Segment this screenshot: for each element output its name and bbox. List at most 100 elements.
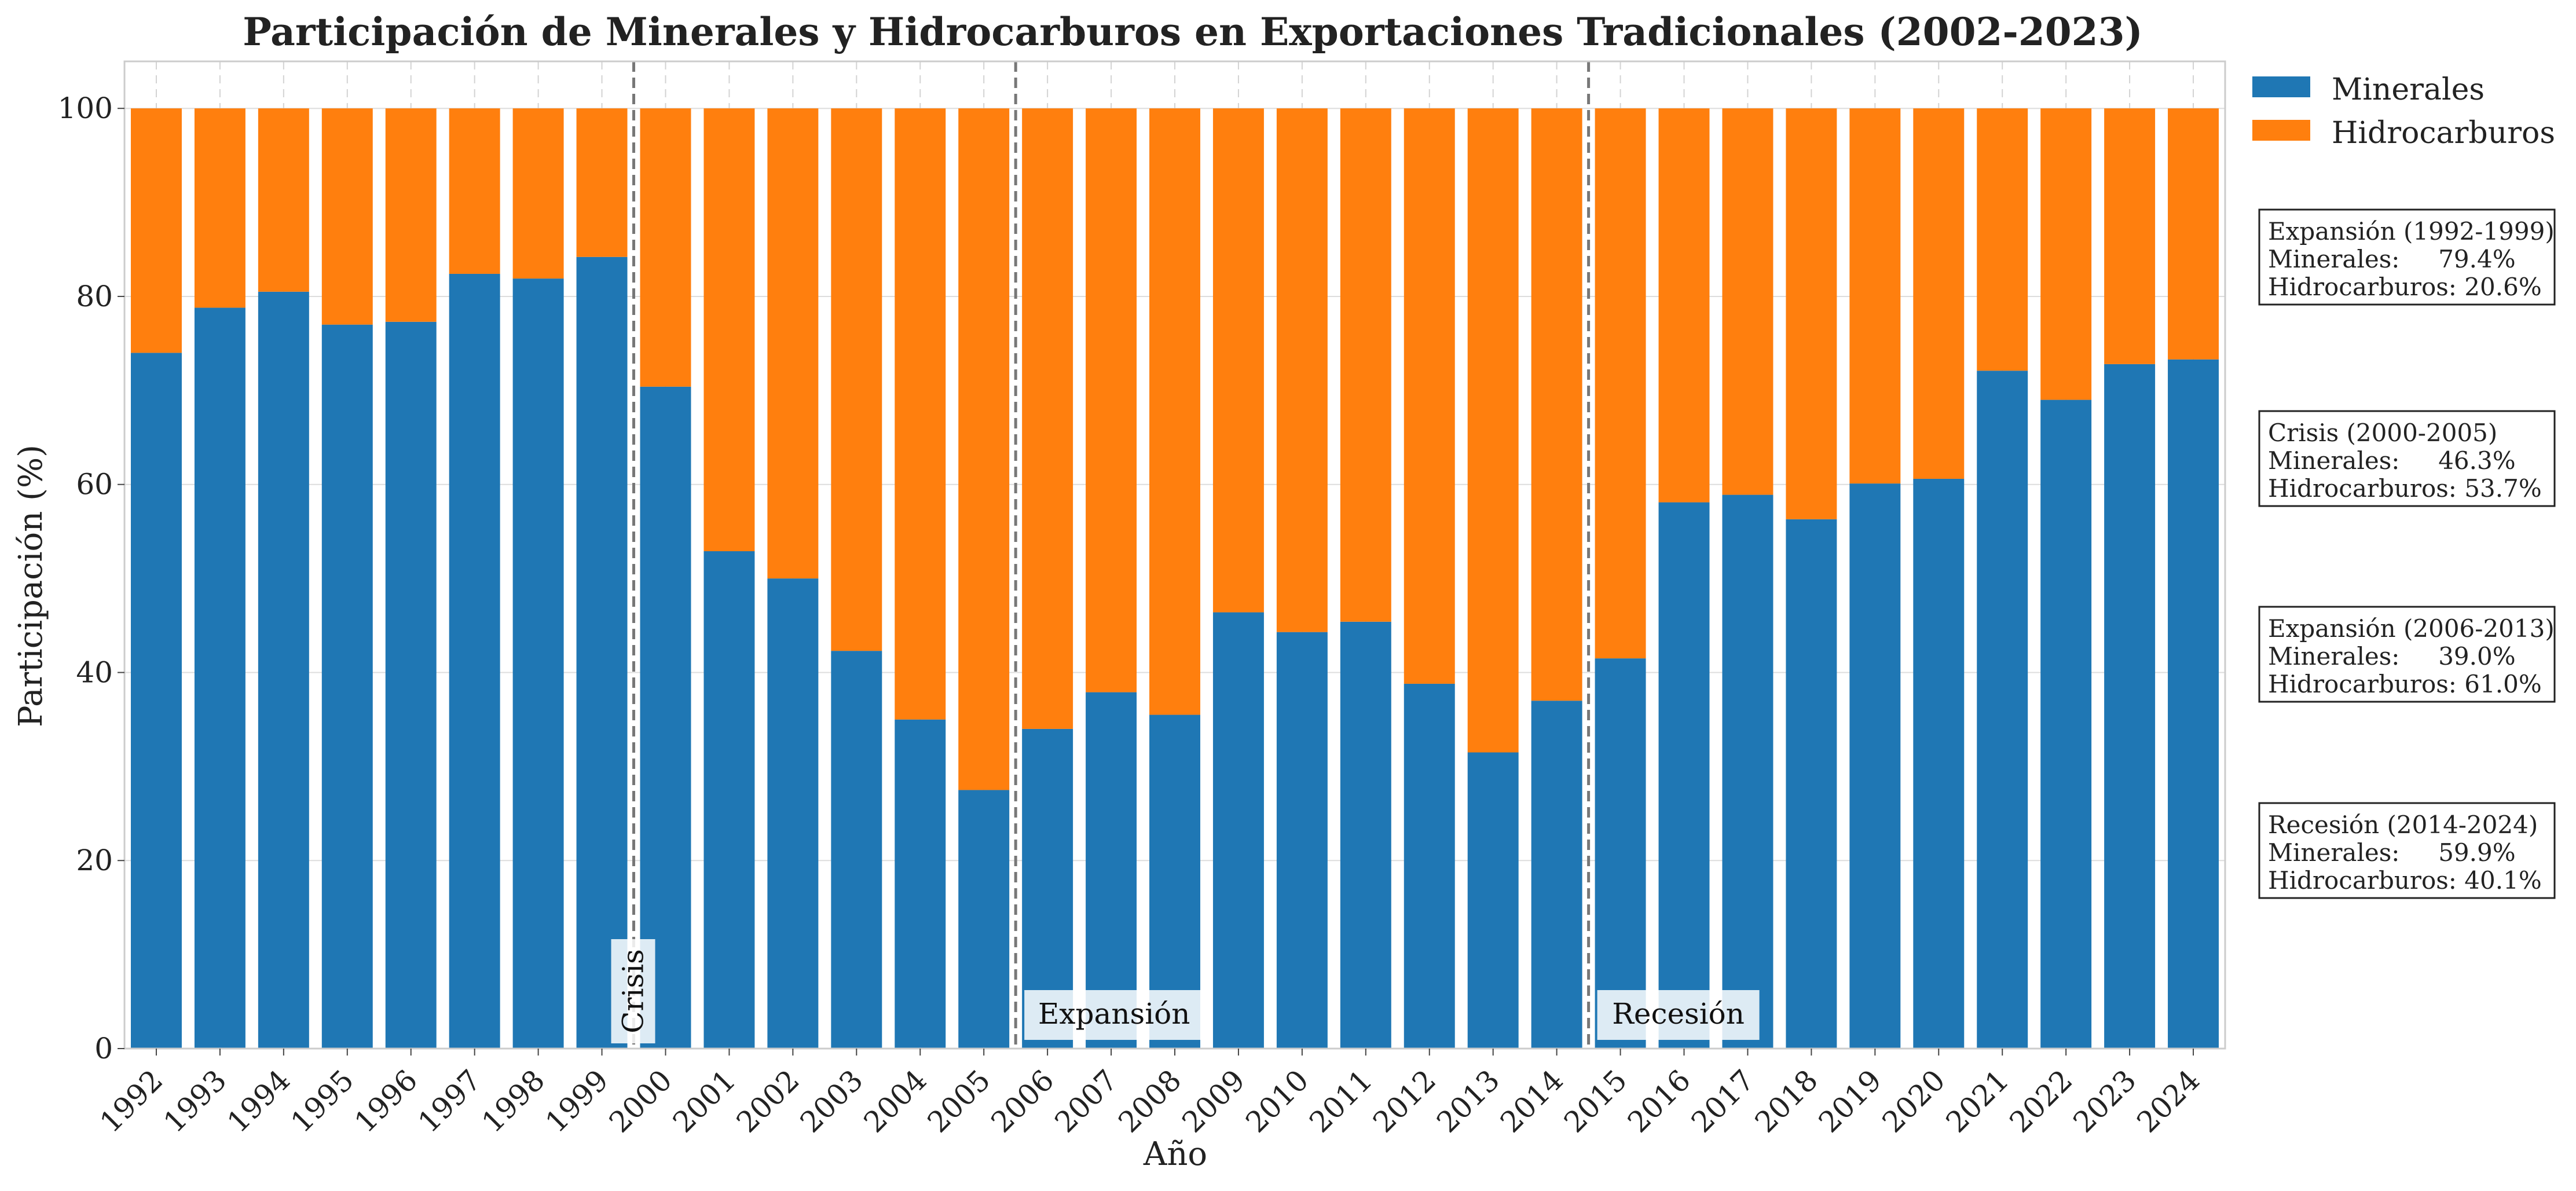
summary-box-title: Crisis (2000-2005) bbox=[2268, 419, 2497, 447]
bar-hidrocarburos-2018 bbox=[1786, 108, 1837, 519]
bar-minerales-2000 bbox=[640, 386, 691, 1049]
summary-box-line: Hidrocarburos: 53.7% bbox=[2268, 474, 2542, 503]
bar-hidrocarburos-2016 bbox=[1658, 108, 1710, 503]
period-label-bg bbox=[1024, 990, 1204, 1040]
bar-minerales-1999 bbox=[576, 256, 628, 1049]
bar-minerales-2005 bbox=[958, 790, 1010, 1049]
legend-label: Hidrocarburos bbox=[2332, 116, 2555, 151]
summary-box-line: Minerales: 79.4% bbox=[2268, 245, 2516, 273]
x-axis-label: Año bbox=[1143, 1135, 1207, 1173]
bar-minerales-2017 bbox=[1722, 494, 1773, 1049]
period-label-layer: Crisis Expansión Recesión bbox=[611, 939, 1760, 1043]
period-label-bg bbox=[611, 939, 655, 1043]
bar-minerales-2009 bbox=[1212, 612, 1264, 1049]
bar-hidrocarburos-2011 bbox=[1340, 108, 1391, 622]
summary-box-frame bbox=[2258, 208, 2556, 306]
bar-hidrocarburos-1996 bbox=[385, 108, 437, 322]
bar-minerales-1996 bbox=[385, 321, 437, 1049]
legend-swatch-hidrocarburos bbox=[2252, 120, 2310, 141]
bar-hidrocarburos-2002 bbox=[767, 108, 819, 579]
bar-hidrocarburos-2019 bbox=[1849, 108, 1901, 484]
y-tick-label: 60 bbox=[76, 468, 113, 501]
bar-hidrocarburos-2010 bbox=[1276, 108, 1328, 632]
bar-hidrocarburos-2006 bbox=[1022, 108, 1073, 729]
bar-minerales-2001 bbox=[703, 551, 755, 1049]
legend-label: Minerales bbox=[2332, 72, 2485, 107]
summary-box: Crisis (2000-2005)Minerales: 46.3%Hidroc… bbox=[2258, 410, 2556, 507]
bar-minerales-2019 bbox=[1849, 483, 1901, 1049]
bar-minerales-2016 bbox=[1658, 502, 1710, 1049]
bar-minerales-1995 bbox=[321, 324, 373, 1049]
bar-hidrocarburos-2008 bbox=[1149, 108, 1200, 715]
bar-hidrocarburos-2007 bbox=[1086, 108, 1137, 692]
bar-hidrocarburos-1999 bbox=[576, 108, 628, 257]
summary-box-title: Expansión (2006-2013) bbox=[2268, 614, 2555, 643]
y-tick-label: 40 bbox=[76, 655, 113, 689]
bar-minerales-2021 bbox=[1977, 371, 2028, 1049]
bar-hidrocarburos-2023 bbox=[2104, 108, 2156, 364]
bar-minerales-2024 bbox=[2168, 359, 2219, 1049]
period-label-text: Expansión bbox=[1038, 997, 1190, 1031]
y-tick-label: 0 bbox=[94, 1032, 113, 1065]
bar-minerales-2004 bbox=[895, 719, 946, 1049]
bar-hidrocarburos-2013 bbox=[1467, 108, 1519, 753]
period-label-text: Crisis bbox=[617, 949, 650, 1033]
summary-box-line: Minerales: 39.0% bbox=[2268, 642, 2516, 670]
period-label-crisis: Crisis bbox=[611, 939, 655, 1043]
bar-minerales-2023 bbox=[2104, 364, 2156, 1049]
period-label-bg bbox=[1597, 990, 1760, 1040]
y-tick-label: 20 bbox=[76, 844, 113, 877]
summary-box-frame bbox=[2258, 802, 2556, 899]
bar-hidrocarburos-2003 bbox=[831, 108, 882, 651]
bar-hidrocarburos-1998 bbox=[512, 108, 564, 279]
divider-layer bbox=[632, 61, 1591, 1049]
summary-box: Expansión (1992-1999)Minerales: 79.4%Hid… bbox=[2258, 208, 2556, 306]
bar-hidrocarburos-1997 bbox=[449, 108, 500, 274]
summary-box-frame bbox=[2258, 606, 2556, 703]
bar-minerales-1994 bbox=[258, 291, 309, 1049]
summary-box-title: Expansión (1992-1999) bbox=[2268, 217, 2555, 245]
summary-box-line: Minerales: 46.3% bbox=[2268, 446, 2516, 475]
bar-minerales-2007 bbox=[1086, 692, 1137, 1049]
bar-hidrocarburos-1992 bbox=[130, 108, 182, 353]
bar-hidrocarburos-1993 bbox=[194, 108, 245, 308]
bar-hidrocarburos-2022 bbox=[2040, 108, 2092, 400]
bar-hidrocarburos-2014 bbox=[1531, 108, 1582, 701]
summary-boxes: Expansión (1992-1999)Minerales: 79.4%Hid… bbox=[2258, 208, 2556, 899]
summary-box-line: Minerales: 59.9% bbox=[2268, 838, 2516, 867]
bar-minerales-2012 bbox=[1404, 683, 1455, 1049]
summary-box: Recesión (2014-2024)Minerales: 59.9%Hidr… bbox=[2258, 802, 2556, 899]
summary-box-line: Hidrocarburos: 20.6% bbox=[2268, 273, 2542, 301]
bar-minerales-2022 bbox=[2040, 400, 2092, 1049]
bar-minerales-1997 bbox=[449, 273, 500, 1049]
bar-minerales-1998 bbox=[512, 278, 564, 1049]
period-label-expansion: Expansión bbox=[1024, 990, 1204, 1040]
y-tick-label: 80 bbox=[76, 280, 113, 313]
summary-box-line: Hidrocarburos: 40.1% bbox=[2268, 866, 2542, 895]
bar-hidrocarburos-2009 bbox=[1212, 108, 1264, 613]
bar-hidrocarburos-1995 bbox=[321, 108, 373, 325]
legend: Minerales Hidrocarburos bbox=[2252, 72, 2555, 151]
summary-box-title: Recesión (2014-2024) bbox=[2268, 811, 2538, 839]
bar-minerales-2010 bbox=[1276, 632, 1328, 1049]
summary-box-line: Hidrocarburos: 61.0% bbox=[2268, 670, 2542, 698]
bar-hidrocarburos-2017 bbox=[1722, 108, 1773, 495]
bar-minerales-2015 bbox=[1595, 658, 1646, 1049]
chart-title: Participación de Minerales y Hidrocarbur… bbox=[243, 9, 2143, 54]
bar-minerales-2014 bbox=[1531, 701, 1582, 1049]
bar-hidrocarburos-2020 bbox=[1913, 108, 1965, 479]
period-label-text: Recesión bbox=[1612, 997, 1745, 1031]
bar-minerales-2011 bbox=[1340, 621, 1391, 1049]
bar-hidrocarburos-2024 bbox=[2168, 108, 2219, 360]
bar-minerales-2020 bbox=[1913, 478, 1965, 1049]
bar-hidrocarburos-1994 bbox=[258, 108, 309, 292]
bar-hidrocarburos-2001 bbox=[703, 108, 755, 552]
bar-hidrocarburos-2005 bbox=[958, 108, 1010, 790]
bar-minerales-2018 bbox=[1786, 519, 1837, 1049]
bar-hidrocarburos-2021 bbox=[1977, 108, 2028, 371]
y-tick-label: 100 bbox=[58, 91, 113, 125]
bar-hidrocarburos-2000 bbox=[640, 108, 691, 387]
bar-minerales-2003 bbox=[831, 651, 882, 1049]
